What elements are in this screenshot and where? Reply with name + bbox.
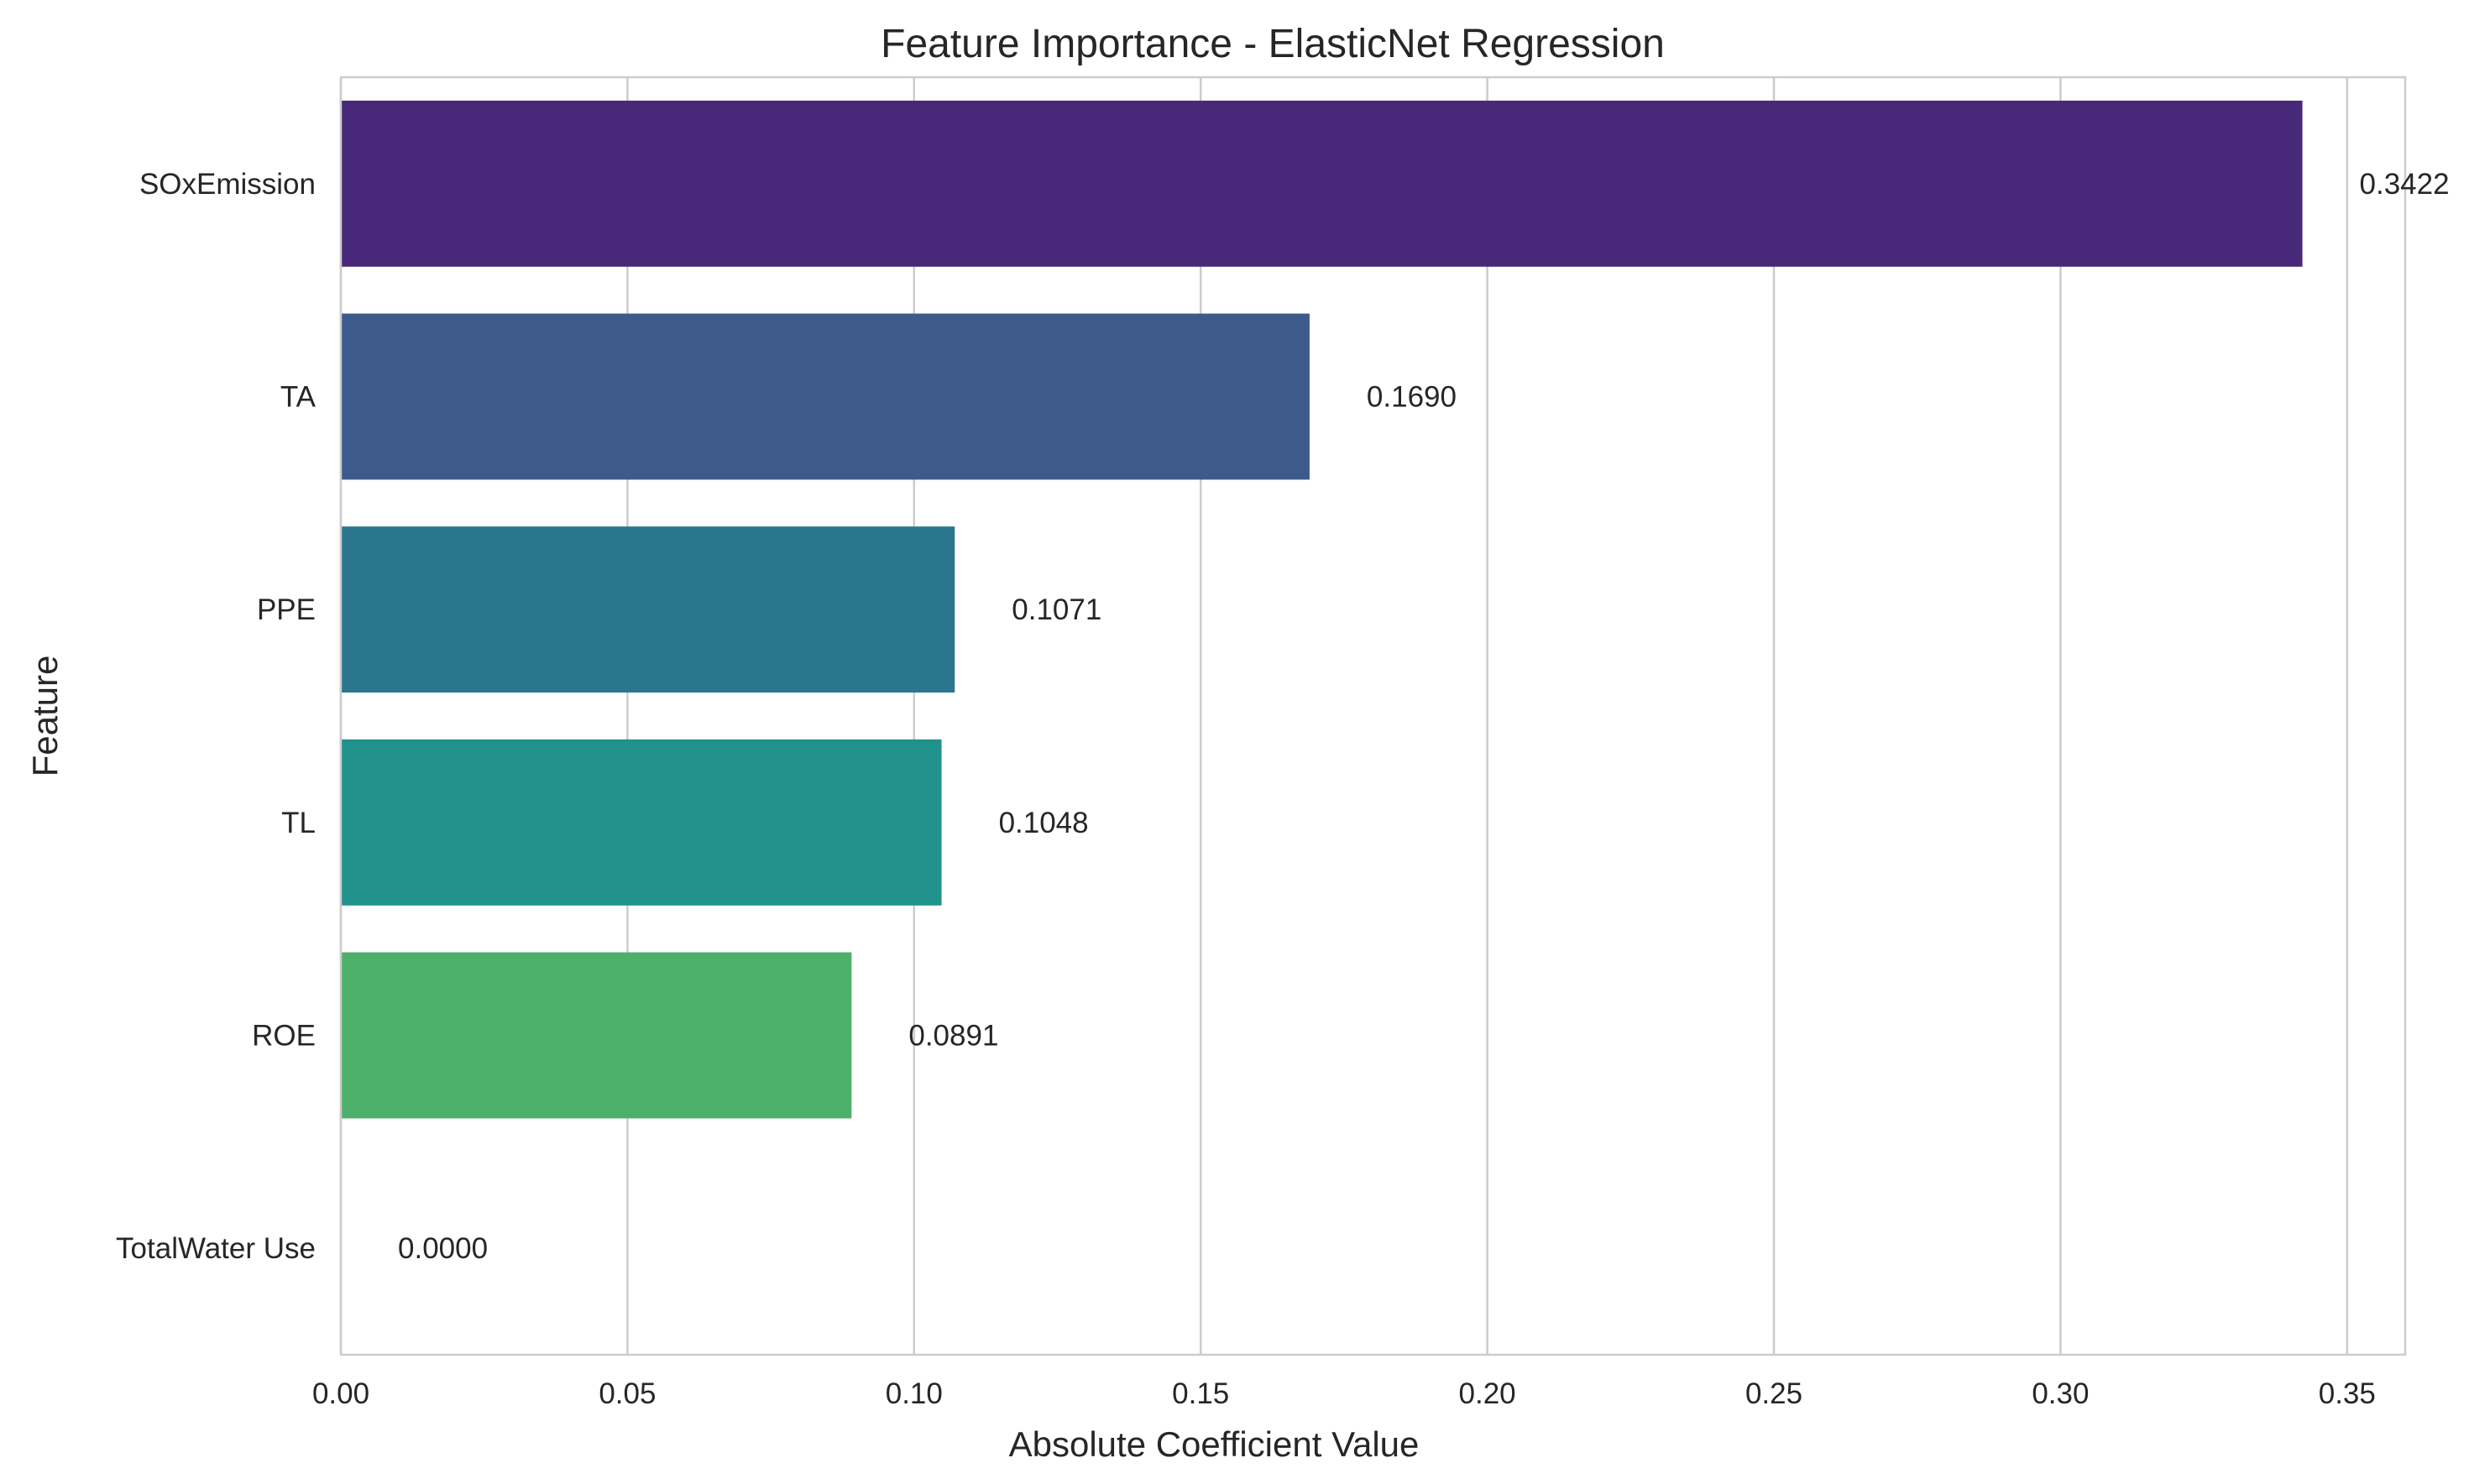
plot-frame bbox=[339, 76, 2407, 1356]
y-tick-label: TL bbox=[281, 807, 316, 839]
bar-ta bbox=[341, 313, 1310, 480]
x-tick-label: 0.00 bbox=[312, 1377, 369, 1410]
value-label: 0.1690 bbox=[1367, 381, 1457, 414]
y-tick-label: SOxEmission bbox=[139, 168, 316, 201]
y-tick-labels: SOxEmission TA PPE TL ROE TotalWater Use bbox=[116, 168, 316, 1265]
grid-lines bbox=[339, 77, 2349, 1355]
y-tick-label: ROE bbox=[252, 1020, 316, 1053]
bar-tl bbox=[341, 739, 942, 906]
x-axis-label: Absolute Coefficient Value bbox=[1009, 1424, 1420, 1464]
x-tick-label: 0.20 bbox=[1459, 1377, 1516, 1410]
x-tick-label: 0.25 bbox=[1745, 1377, 1802, 1410]
y-axis-label: Feature bbox=[25, 656, 65, 777]
x-tick-label: 0.10 bbox=[886, 1377, 943, 1410]
x-tick-label: 0.05 bbox=[599, 1377, 656, 1410]
x-tick-label: 0.15 bbox=[1172, 1377, 1229, 1410]
value-label: 0.3422 bbox=[2360, 168, 2450, 201]
chart-title: Feature Importance - ElasticNet Regressi… bbox=[881, 22, 1665, 66]
bar-roe bbox=[341, 952, 852, 1119]
value-label: 0.1071 bbox=[1012, 593, 1101, 626]
x-tick-label: 0.35 bbox=[2319, 1377, 2376, 1410]
bars bbox=[341, 100, 2303, 1119]
y-tick-label: PPE bbox=[257, 593, 316, 626]
x-tick-labels: 0.00 0.05 0.10 0.15 0.20 0.25 0.30 0.35 bbox=[312, 1377, 2376, 1410]
value-label: 0.0000 bbox=[398, 1232, 488, 1265]
value-label: 0.0891 bbox=[908, 1020, 998, 1053]
bar-ppe bbox=[341, 526, 955, 693]
x-tick-label: 0.30 bbox=[2032, 1377, 2089, 1410]
y-tick-label: TotalWater Use bbox=[116, 1232, 316, 1265]
value-labels: 0.3422 0.1690 0.1071 0.1048 0.0891 0.0000 bbox=[398, 168, 2450, 1265]
y-tick-label: TA bbox=[280, 381, 316, 414]
bar-soxemission bbox=[341, 100, 2303, 267]
value-label: 0.1048 bbox=[999, 807, 1089, 839]
